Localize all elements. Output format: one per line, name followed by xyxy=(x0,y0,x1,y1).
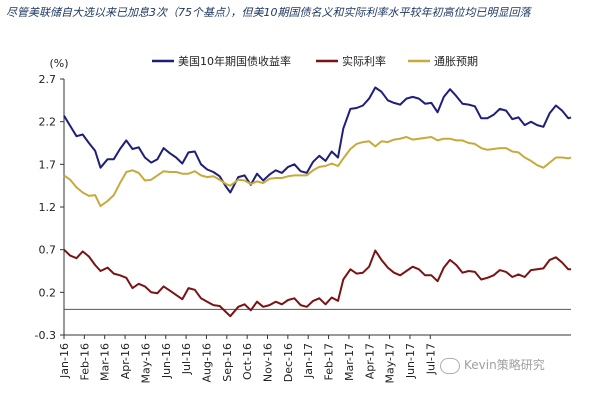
series-line xyxy=(63,136,572,208)
x-tick-label: Mar-17 xyxy=(343,343,356,381)
y-tick-label: 0.7 xyxy=(39,244,57,257)
x-tick-label: Apr-17 xyxy=(363,343,376,379)
x-tick-label: Jan-16 xyxy=(58,343,71,379)
x-tick-label: Jul-16 xyxy=(180,343,193,375)
watermark-text: Kevin策略研究 xyxy=(464,358,545,372)
y-tick-label: 1.7 xyxy=(39,158,57,171)
x-tick-label: Feb-17 xyxy=(323,343,336,380)
x-tick-label: Dec-16 xyxy=(282,343,295,382)
x-tick-label: Jul-17 xyxy=(424,343,437,375)
x-tick-label: Feb-16 xyxy=(78,343,91,380)
series-line xyxy=(63,86,572,194)
x-tick-label: Apr-16 xyxy=(119,343,132,379)
x-tick-label: Mar-16 xyxy=(99,343,112,381)
wechat-icon xyxy=(440,357,460,374)
chart-caption: 尽管美联储自大选以来已加息3次（75个基点），但美10期国债名义和实际利率水平较… xyxy=(6,6,531,19)
legend-label: 实际利率 xyxy=(342,54,386,68)
legend-label: 通胀预期 xyxy=(434,55,478,68)
chart-series-lines xyxy=(63,86,572,318)
y-tick-label: -0.3 xyxy=(35,329,56,342)
x-tick-label: May-16 xyxy=(139,343,152,384)
y-tick-label: 2.7 xyxy=(39,73,57,86)
watermark: Kevin策略研究 xyxy=(440,356,545,374)
y-tick-label: 2.2 xyxy=(39,116,57,129)
x-tick-label: Nov-16 xyxy=(262,343,275,382)
x-tick-label: Jan-17 xyxy=(302,343,315,379)
chart-legend: 美国10年期国债收益率 实际利率 通胀预期 xyxy=(152,54,478,68)
chart-axes: -0.3 0.2 0.7 1.2 1.7 2.2 2.7 (%) Jan-16 Feb-16 Mar… xyxy=(35,57,571,384)
x-tick-label: Aug-16 xyxy=(200,343,213,382)
x-tick-label: May-17 xyxy=(384,343,397,384)
legend-label: 美国10年期国债收益率 xyxy=(178,54,291,68)
x-tick-label: Sep-16 xyxy=(221,343,234,382)
series-line xyxy=(63,248,571,318)
x-tick-label: Jun-16 xyxy=(160,343,173,379)
y-tick-label: 1.2 xyxy=(39,201,57,214)
x-tick-label: Jun-17 xyxy=(404,343,417,379)
y-tick-label: 0.2 xyxy=(39,286,57,299)
y-axis-label: (%) xyxy=(49,57,68,70)
x-tick-label: Oct-16 xyxy=(241,343,254,380)
